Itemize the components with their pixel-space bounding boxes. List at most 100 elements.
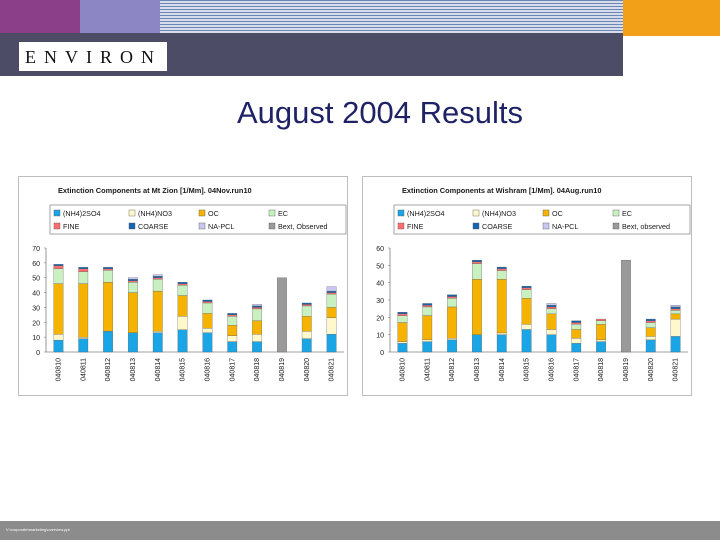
- bar-segment: [447, 294, 457, 297]
- legend-swatch: [397, 222, 405, 230]
- legend-label: FINE: [407, 222, 424, 231]
- bar-segment: [301, 331, 312, 339]
- bar-segment: [596, 320, 606, 325]
- bar-segment: [397, 311, 408, 315]
- bar-segment: [447, 306, 457, 339]
- bar-segment: [397, 313, 408, 316]
- x-tick-label: 040821: [673, 358, 680, 381]
- bar-segment: [301, 304, 312, 307]
- bar-segment: [277, 277, 287, 353]
- legend-swatch: [198, 209, 206, 217]
- x-tick-label: 040815: [180, 358, 187, 381]
- bar-segment: [53, 339, 64, 353]
- y-tick-label: 30: [376, 298, 384, 305]
- bar-segment: [152, 277, 163, 280]
- x-tick-label: 040820: [304, 358, 311, 381]
- chart-title: Extinction Components at Wishram [1/Mm].…: [402, 186, 602, 195]
- bar-segment: [472, 279, 482, 335]
- bar-segment: [596, 341, 606, 353]
- bar-segment: [645, 327, 656, 337]
- y-tick-label: 50: [376, 263, 384, 270]
- legend-swatch: [542, 209, 550, 217]
- bar-segment: [128, 332, 138, 353]
- bar-segment: [571, 337, 582, 344]
- x-tick-label: 040814: [499, 358, 506, 381]
- bar-segment: [202, 313, 213, 329]
- bar-segment: [301, 316, 312, 332]
- x-tick-label: 040812: [449, 358, 456, 381]
- bar-segment: [447, 337, 457, 341]
- bar-segment: [670, 308, 681, 311]
- bar-segment: [645, 318, 656, 321]
- bar-segment: [252, 305, 262, 308]
- chart-wishram: Extinction Components at Wishram [1/Mm].…: [362, 176, 692, 396]
- legend-swatch: [397, 209, 405, 217]
- bar-segment: [252, 304, 262, 307]
- y-tick-label: 0: [36, 350, 40, 357]
- legend-box: [49, 204, 347, 235]
- y-tick-label: 10: [32, 335, 40, 342]
- bar-segment: [227, 341, 238, 353]
- x-tick-label: 040814: [155, 358, 162, 381]
- bar-segment: [103, 270, 113, 283]
- legend-swatch: [53, 222, 61, 230]
- banner-orange-block: [623, 0, 720, 36]
- bar-segment: [177, 295, 188, 317]
- bar-segment: [227, 313, 238, 316]
- legend-label: (NH4)2SO4: [407, 209, 445, 218]
- bar-segment: [78, 268, 89, 272]
- x-tick-label: 040816: [548, 358, 555, 381]
- legend-swatch: [128, 222, 136, 230]
- bar-segment: [521, 298, 532, 325]
- bar-segment: [521, 285, 532, 289]
- bar-segment: [128, 282, 138, 293]
- bar-segment: [397, 341, 408, 344]
- footer-bar: V:\corporate\marketing\overview.ppt: [0, 521, 720, 540]
- bar-segment: [177, 316, 188, 330]
- bar-segment: [496, 266, 507, 269]
- bar-segment: [422, 306, 433, 316]
- bar-segment: [53, 268, 64, 284]
- bar-segment: [177, 284, 188, 296]
- legend-label: EC: [622, 209, 632, 218]
- bar-segment: [128, 292, 138, 333]
- bar-segment: [571, 343, 582, 353]
- legend-label: OC: [552, 209, 563, 218]
- x-tick-label: 040812: [105, 358, 112, 381]
- bar-segment: [571, 329, 582, 339]
- bar-segment: [152, 332, 163, 353]
- bar-segment: [301, 338, 312, 353]
- x-tick-label: 040817: [573, 358, 580, 381]
- header-banner: ENVIRON: [0, 0, 720, 76]
- legend-label: (NH4)NO3: [482, 209, 516, 218]
- bar-segment: [571, 324, 582, 330]
- bar-segment: [422, 339, 433, 342]
- legend-swatch: [612, 222, 620, 230]
- bar-segment: [521, 329, 532, 353]
- legend-label: COARSE: [482, 222, 513, 231]
- bar-segment: [546, 305, 557, 308]
- bar-segment: [422, 303, 433, 306]
- legend-label: FINE: [63, 222, 80, 231]
- bar-segment: [670, 318, 681, 337]
- bar-segment: [202, 302, 213, 314]
- bar-segment: [326, 307, 337, 318]
- bar-segment: [128, 277, 138, 280]
- legend-label: NA-PCL: [552, 222, 578, 231]
- x-tick-label: 040819: [279, 358, 286, 381]
- bar-segment: [596, 339, 606, 342]
- legend-label: NA-PCL: [208, 222, 234, 231]
- logo-text: ENVIRON: [25, 47, 162, 67]
- bar-segment: [397, 322, 408, 342]
- bar-segment: [128, 279, 138, 281]
- bar-segment: [422, 341, 433, 353]
- x-tick-label: 040810: [55, 358, 62, 381]
- bar-segment: [152, 274, 163, 277]
- bar-segment: [397, 315, 408, 323]
- bar-segment: [103, 282, 113, 332]
- bar-segment: [422, 305, 433, 308]
- legend-label: OC: [208, 209, 219, 218]
- bar-segment: [645, 322, 656, 328]
- bar-segment: [301, 305, 312, 317]
- bar-segment: [496, 279, 507, 334]
